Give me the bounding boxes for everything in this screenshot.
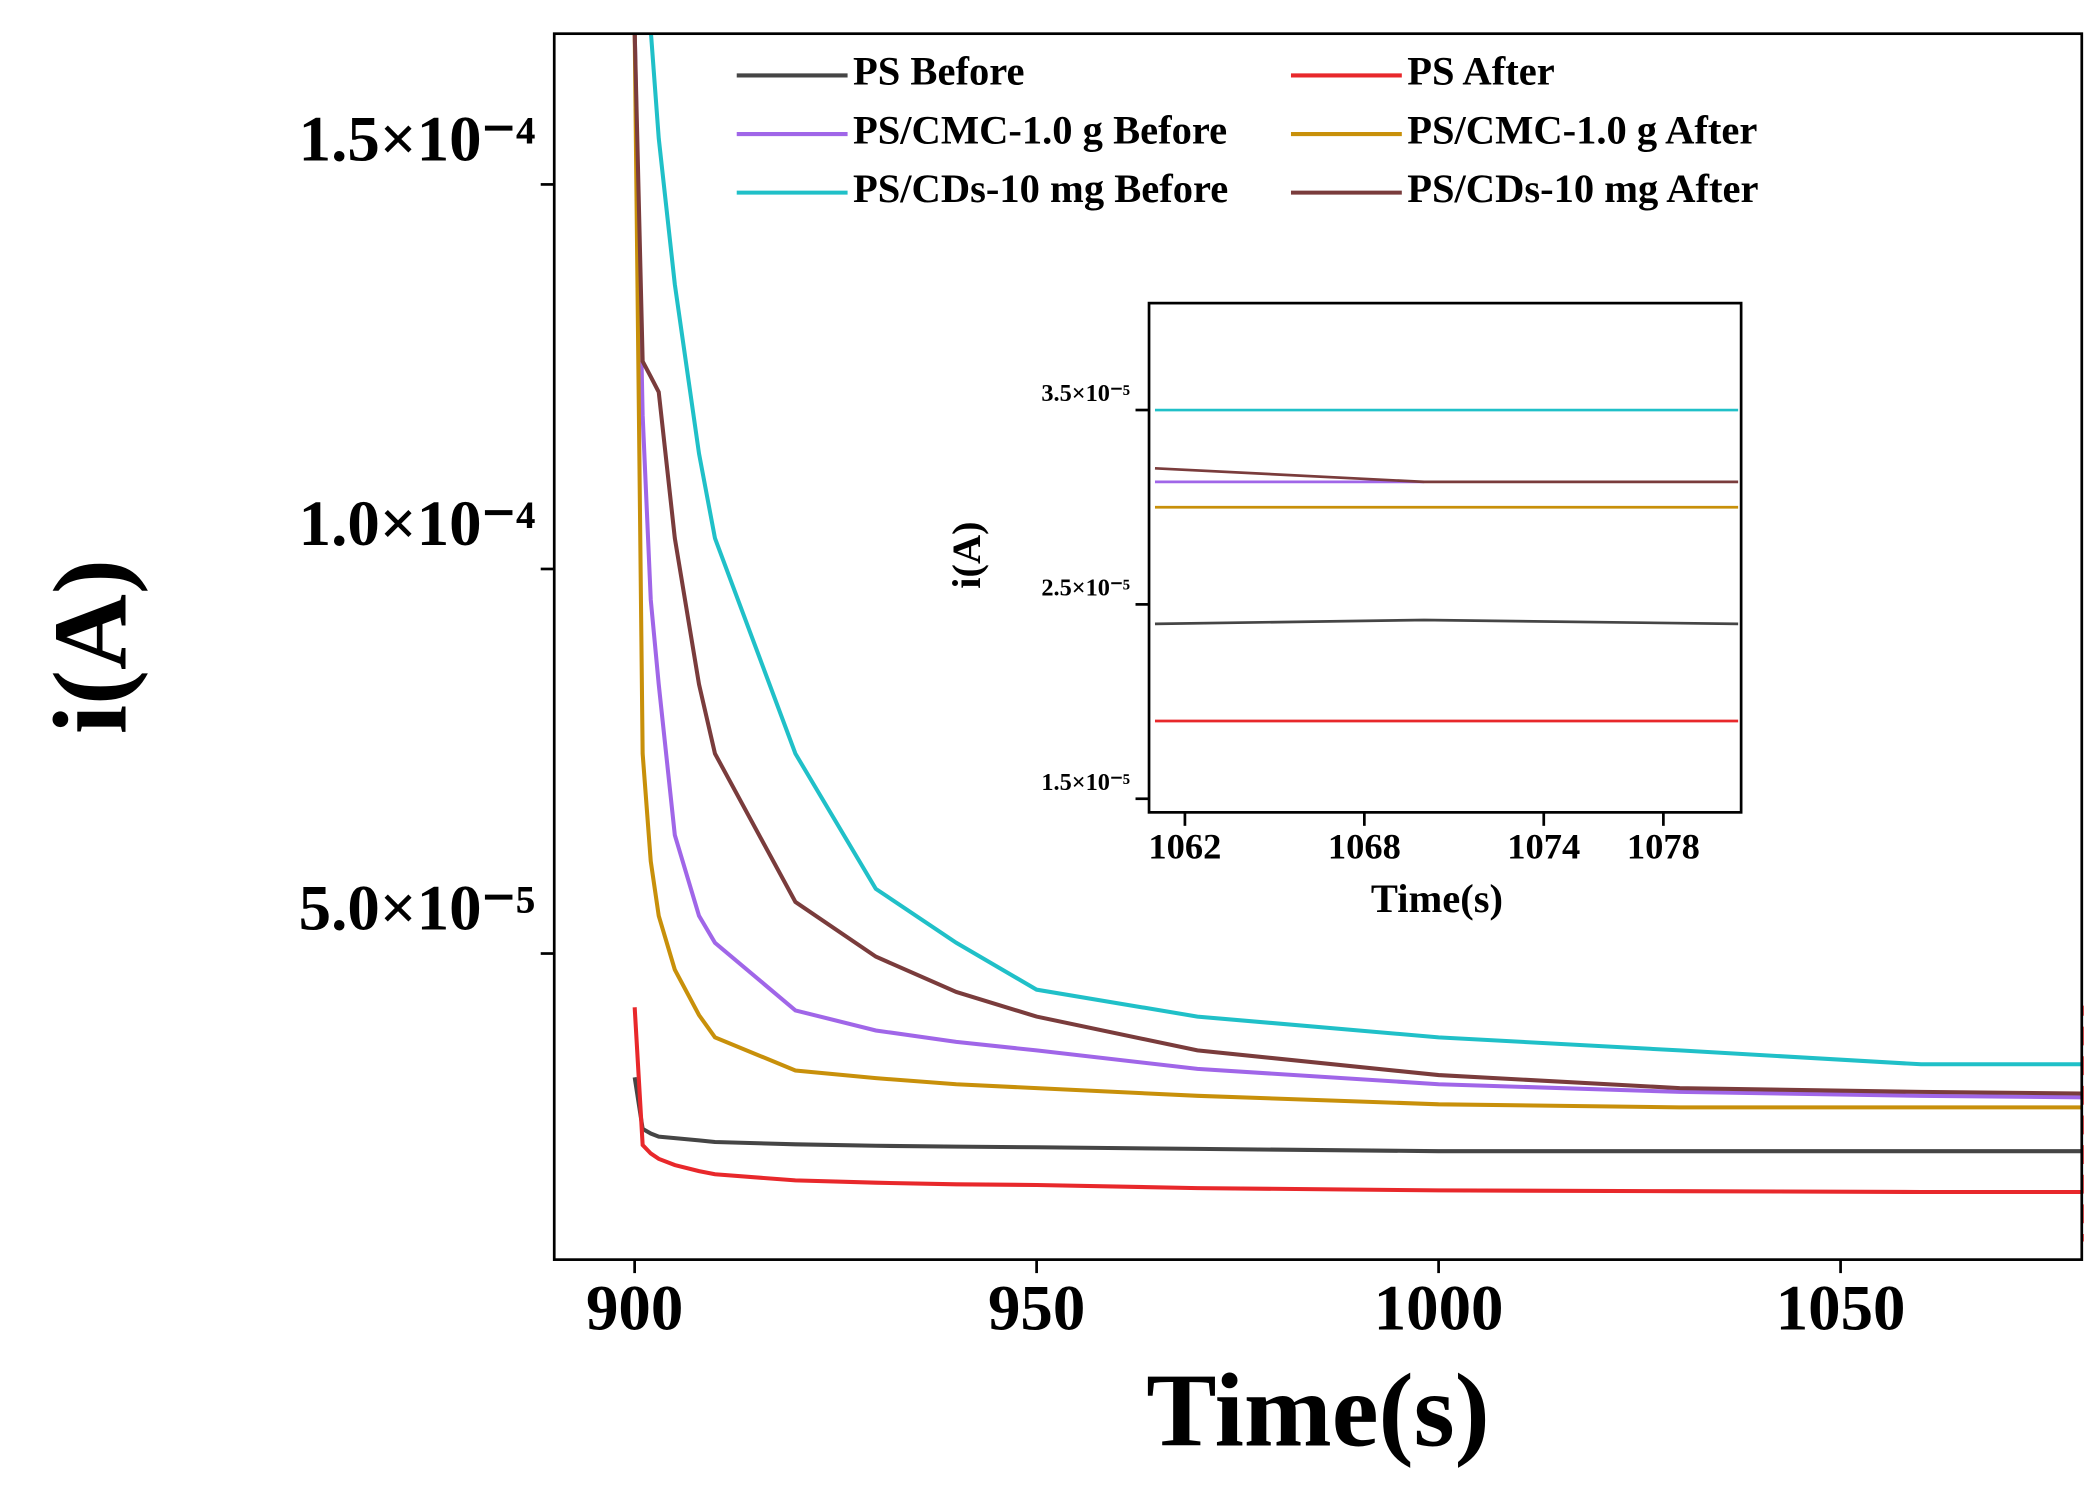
y-tick-label: 1.5×10⁻⁵ xyxy=(1041,769,1130,796)
x-axis-title: Time(s) xyxy=(1146,1352,1490,1469)
y-tick-label: 1.0×10⁻⁴ xyxy=(299,488,536,560)
x-tick-label: 1078 xyxy=(1627,827,1700,867)
plot-lines xyxy=(632,33,2082,1195)
plot-area xyxy=(1149,303,1742,813)
x-tick-label: 1062 xyxy=(1148,827,1221,867)
series-line xyxy=(632,33,2082,1110)
series-line xyxy=(648,33,2082,1067)
x-tick-label: 1074 xyxy=(1507,827,1580,867)
plot-frame xyxy=(552,32,2084,1261)
x-tick-label: 1050 xyxy=(1776,1273,1906,1345)
series-line xyxy=(1154,466,1739,484)
y-axis-title: i(A) xyxy=(31,559,148,734)
legend-label: PS/CDs-10 mg Before xyxy=(853,166,1228,211)
series-line xyxy=(632,33,2082,1100)
plot-lines xyxy=(1154,408,1739,723)
legend-label: PS/CDs-10 mg After xyxy=(1407,166,1758,211)
y-axis-title: i(A) xyxy=(944,521,989,588)
series-line xyxy=(632,33,2082,1096)
legend-label: PS/CMC-1.0 g Before xyxy=(853,107,1227,152)
x-axis-title: Time(s) xyxy=(1371,876,1503,921)
y-tick-label: 2.5×10⁻⁵ xyxy=(1041,574,1130,601)
y-tick-label: 5.0×10⁻⁵ xyxy=(299,873,536,945)
plot-frame xyxy=(1147,301,1743,814)
legend-label: PS/CMC-1.0 g After xyxy=(1407,107,1757,152)
y-tick-label: 1.5×10⁻⁴ xyxy=(299,104,536,176)
x-tick-label: 1000 xyxy=(1374,1273,1504,1345)
x-tick-label: 950 xyxy=(988,1273,1085,1345)
series-line xyxy=(632,1077,2082,1154)
legend-label: PS Before xyxy=(853,49,1024,94)
series-line xyxy=(1154,618,1739,626)
x-tick-label: 900 xyxy=(586,1273,683,1345)
legend-label: PS After xyxy=(1407,49,1555,94)
series-line xyxy=(632,1007,2082,1195)
x-tick-label: 1068 xyxy=(1328,827,1401,867)
y-tick-label: 3.5×10⁻⁵ xyxy=(1041,380,1130,407)
